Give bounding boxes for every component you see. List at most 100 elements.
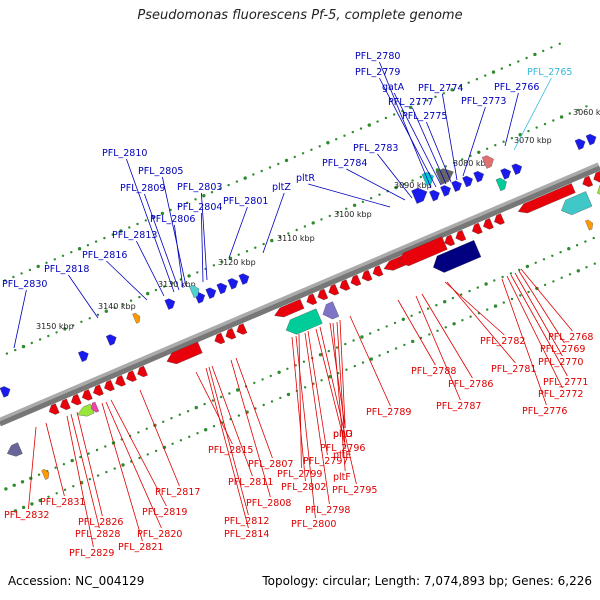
- leader-line: [514, 272, 563, 357]
- reverse-gene-arrow-shape: [225, 328, 237, 340]
- tick-dot: [328, 375, 332, 379]
- tick-dot: [152, 215, 156, 219]
- reverse-gene-arrow: [93, 384, 104, 396]
- leader-line: [506, 275, 563, 389]
- reverse-gene-arrow-shape: [77, 403, 95, 417]
- gene-label: PFL_2766: [494, 82, 539, 93]
- tick-dot: [585, 266, 588, 269]
- tick-dot: [551, 254, 554, 257]
- reverse-gene-arrow-shape: [48, 403, 60, 415]
- tick-dot: [328, 214, 331, 218]
- tick-dot: [162, 420, 165, 423]
- tick-dot: [518, 268, 521, 272]
- tick-dot: [270, 238, 274, 243]
- tick-dot: [20, 272, 23, 275]
- forward-gene-arrow-shape: [495, 177, 507, 192]
- reverse-gene-arrow: [82, 389, 93, 401]
- tick-dot: [525, 56, 528, 60]
- leader-line: [307, 330, 328, 456]
- tick-dot: [509, 272, 513, 275]
- leader-line: [228, 206, 248, 259]
- tick-dot: [386, 350, 390, 354]
- tick-dot: [128, 226, 131, 229]
- leader-line: [230, 359, 271, 498]
- tick-dot: [188, 435, 191, 438]
- leader-line: [208, 366, 249, 516]
- tick-dot: [318, 353, 323, 357]
- tick-dot: [12, 483, 16, 487]
- tick-dot: [187, 274, 191, 278]
- gene-label: PFL_2769: [540, 344, 585, 355]
- gene-label: PFL_2804: [177, 202, 222, 213]
- tick-dot: [491, 70, 496, 74]
- reverse-gene-arrow: [339, 279, 351, 291]
- tick-dot: [70, 458, 74, 463]
- leader-line: [510, 274, 568, 377]
- reverse-gene-arrow: [274, 299, 305, 318]
- tick-dot: [343, 134, 346, 137]
- forward-gene-arrow: [105, 334, 117, 346]
- tick-dot: [88, 478, 92, 481]
- gene-label: PFL_2812: [224, 516, 269, 527]
- tick-dot: [543, 122, 547, 126]
- tick-dot: [451, 296, 455, 300]
- tick-dot: [352, 203, 357, 207]
- leader-line: [105, 401, 162, 529]
- tick-dot: [443, 300, 447, 304]
- tick-dot: [202, 194, 206, 198]
- gene-label: gatA: [382, 82, 405, 93]
- tick-dot: [21, 344, 26, 349]
- tick-dot: [543, 283, 547, 287]
- tick-dot: [103, 236, 106, 240]
- tick-dot: [262, 242, 265, 246]
- forward-gene-arrow: [189, 284, 200, 298]
- gene-label: PFL_2800: [291, 519, 336, 530]
- leader-line: [444, 281, 505, 336]
- tick-dot: [460, 293, 463, 296]
- forward-gene-arrow-shape: [481, 155, 494, 169]
- reverse-gene-arrow-shape: [444, 234, 456, 246]
- tick-dot: [196, 271, 199, 274]
- tick-dot: [426, 99, 429, 102]
- reverse-gene-arrow: [115, 375, 126, 387]
- tick-dot: [345, 368, 348, 371]
- tick-dot: [36, 264, 40, 269]
- leader-line: [332, 322, 346, 472]
- tick-dot: [552, 119, 555, 122]
- reverse-gene-arrow: [517, 183, 576, 214]
- forward-gene-arrow-shape: [0, 386, 11, 398]
- forward-gene-arrow: [451, 180, 462, 192]
- tick-dot: [318, 145, 321, 148]
- kbp-tick-label: 3090 kbp: [394, 181, 432, 190]
- tick-dot: [336, 211, 340, 214]
- tick-dot: [145, 427, 148, 430]
- tick-dot: [268, 166, 272, 169]
- tick-dot: [367, 123, 371, 127]
- tick-dot: [86, 244, 90, 247]
- tick-dot: [393, 321, 397, 325]
- gene-label: PFL_2768: [548, 332, 593, 343]
- tick-dot: [568, 273, 572, 276]
- gene-label: PFL_2797: [303, 456, 348, 467]
- gene-label: PFL_2803: [177, 182, 222, 193]
- tick-dot: [361, 200, 365, 203]
- gene-label: PFL_2805: [138, 166, 183, 177]
- tick-dot: [30, 341, 33, 345]
- gene-label: PFL_2831: [40, 497, 85, 508]
- tick-dot: [243, 176, 247, 180]
- tick-dot: [508, 63, 512, 67]
- tick-dot: [500, 67, 503, 70]
- leader-line: [513, 77, 552, 151]
- reverse-gene-arrow: [322, 301, 340, 320]
- leader-line: [68, 274, 99, 319]
- tick-dot: [345, 207, 348, 210]
- tick-dot: [21, 505, 26, 510]
- tick-dot: [527, 290, 530, 294]
- gene-label: PFL_2798: [305, 505, 350, 516]
- reverse-gene-arrow: [6, 442, 23, 457]
- tick-dot: [419, 175, 422, 179]
- tick-dot: [568, 112, 571, 115]
- tick-dot: [426, 307, 430, 310]
- gene-label: PFL_2821: [118, 542, 163, 553]
- forward-gene-arrow: [511, 163, 523, 175]
